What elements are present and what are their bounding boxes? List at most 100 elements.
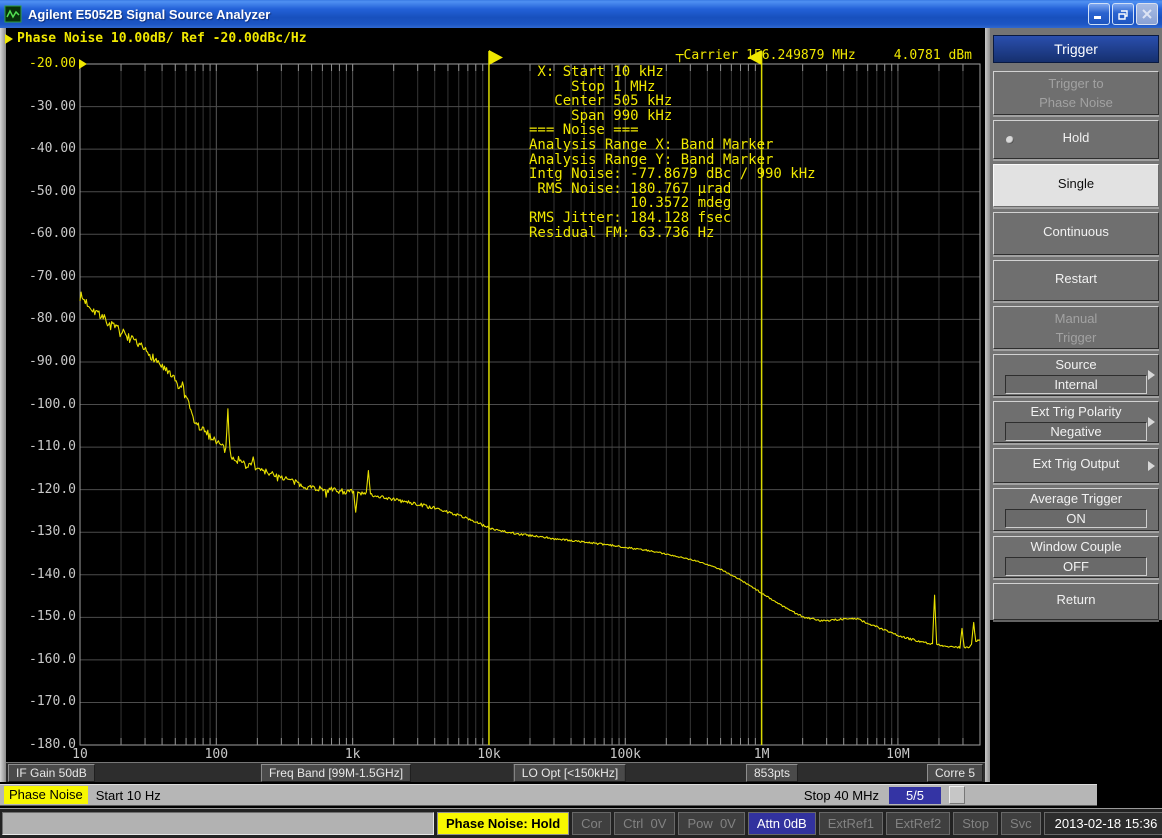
carrier-power: 4.0781 dBm (893, 48, 972, 63)
y-axis-label: -70.00 (29, 268, 76, 284)
menu-button-ext-trig-output[interactable]: Ext Trig Output (993, 448, 1159, 483)
instrument-status-taskbar: Phase Noise: Hold Cor Ctrl 0V Pow 0V Attn 0d… (0, 808, 1162, 838)
y-axis-label: -50.00 (29, 183, 76, 199)
menu-button-ext-trig-polarity[interactable]: Ext Trig Polarity Negative (993, 401, 1159, 443)
menu-button-label: Trigger (1055, 330, 1097, 345)
window-title: Agilent E5052B Signal Source Analyzer (28, 6, 271, 22)
menu-button-value: OFF (1005, 557, 1147, 576)
analysis-info: X: Start 10 kHz Stop 1 MHz Center 505 kH… (529, 64, 816, 241)
y-axis-label: -160.0 (29, 651, 76, 667)
menu-button-label: Restart (1055, 271, 1097, 286)
taskbar-segment-extref2[interactable]: ExtRef2 (885, 812, 951, 835)
menu-button-source[interactable]: Source Internal (993, 354, 1159, 396)
taskbar-segment-phase-noise-hold[interactable]: Phase Noise: Hold (437, 812, 570, 835)
menu-button-trigger-to-phase-noise: Trigger to Phase Noise (993, 71, 1159, 115)
menu-button-restart[interactable]: Restart (993, 260, 1159, 301)
menu-button-label: Hold (1062, 130, 1090, 145)
menu-button-hold[interactable]: Hold (993, 120, 1159, 159)
status-stop-frequency: Stop 40 MHz (803, 787, 879, 803)
y-axis-label: -30.00 (29, 98, 76, 114)
page-indicator-button[interactable] (949, 786, 965, 804)
status-bar: Phase Noise Start 10 Hz Stop 40 MHz 5/5 (0, 784, 1097, 806)
carrier-frequency: 156.249879 MHz (746, 48, 856, 63)
menu-title: Trigger (993, 35, 1159, 63)
submenu-arrow-icon (1148, 417, 1155, 427)
menu-button-value: ON (1005, 509, 1147, 528)
title-bar: Agilent E5052B Signal Source Analyzer (0, 0, 1162, 28)
y-axis-label: -80.00 (29, 311, 76, 327)
y-axis-label: -180.0 (29, 737, 76, 752)
y-axis-label: -20.00 (29, 56, 76, 71)
menu-button-label: Return (1056, 592, 1096, 607)
y-axis-label: -40.00 (29, 141, 76, 157)
phase-noise-plot (79, 50, 981, 746)
y-axis-label: -120.0 (29, 481, 76, 497)
status-mode-badge: Phase Noise (4, 786, 88, 804)
menu-button-label: Manual (1054, 311, 1098, 326)
y-axis-label: -140.0 (29, 566, 76, 582)
close-button (1136, 3, 1158, 25)
taskbar-segment-attn-0db[interactable]: Attn 0dB (747, 812, 816, 835)
trace-header: Phase Noise 10.00dB/ Ref -20.00dBc/Hz (17, 31, 307, 46)
softkey-menu: Trigger Trigger to Phase Noise Hold Single C… (990, 28, 1162, 620)
menu-button-single[interactable]: Single (993, 164, 1159, 207)
taskbar-segment-pow-0v[interactable]: Pow 0V (678, 812, 745, 835)
carrier-marker-icon: ┬ (675, 48, 684, 63)
measurement-settings-strip: IF Gain 50dB Freq Band [99M-1.5GHz] LO Opt… (6, 762, 985, 782)
y-axis-label: -130.0 (29, 524, 76, 540)
carrier-readout: ┬Carrier 156.249879 MHz 4.0781 dBm (0, 48, 980, 63)
menu-button-average-trigger[interactable]: Average Trigger ON (993, 488, 1159, 531)
y-axis-label: -100.0 (29, 396, 76, 412)
y-axis-label: -170.0 (29, 694, 76, 710)
menu-button-label: Single (1057, 176, 1095, 191)
carrier-label: Carrier (683, 48, 739, 63)
x-axis-label: 1M (753, 747, 770, 762)
restore-button[interactable] (1112, 3, 1134, 25)
y-axis-label: -110.0 (29, 439, 76, 455)
menu-button-label: Ext Trig Output (1032, 456, 1120, 471)
phase-noise-trace (79, 291, 981, 649)
band-marker-flag-icon[interactable] (488, 50, 503, 65)
submenu-arrow-icon (1148, 370, 1155, 380)
band-marker-flag-icon[interactable] (747, 50, 762, 65)
minimize-button[interactable] (1088, 3, 1110, 25)
menu-button-label: Trigger to (1048, 76, 1104, 91)
menu-button-label: Window Couple (1030, 539, 1122, 554)
x-axis-label: 10 (72, 747, 88, 762)
y-axis-label: -90.00 (29, 353, 76, 369)
taskbar-segment-svc[interactable]: Svc (1000, 812, 1041, 835)
taskbar-segment-extref1[interactable]: ExtRef1 (818, 812, 883, 835)
taskbar-segment-2013-02-18-15-36: 2013-02-18 15:36 (1043, 812, 1162, 835)
tool-strip-item-lo-opt-150khz: LO Opt [<150kHz] (513, 764, 627, 782)
window-left-border (0, 28, 6, 782)
status-start-frequency: Start 10 Hz (95, 787, 161, 803)
x-axis-label: 100k (609, 747, 641, 762)
menu-button-label: Source (1055, 357, 1097, 372)
menu-button-value: Negative (1005, 422, 1147, 441)
submenu-arrow-icon (1148, 460, 1155, 471)
page-indicator: 5/5 (889, 786, 941, 804)
menu-button-label: Phase Noise (1039, 95, 1113, 110)
taskbar-message-area (2, 812, 434, 835)
tool-strip-item-if-gain-50db: IF Gain 50dB (8, 764, 95, 782)
tool-strip-item-853pts: 853pts (745, 764, 799, 782)
ref-level-arrow-icon (79, 59, 87, 69)
menu-button-label: Ext Trig Polarity (1030, 404, 1122, 419)
menu-button-continuous[interactable]: Continuous (993, 212, 1159, 255)
x-axis-label: 10k (477, 747, 501, 762)
taskbar-segment-ctrl-0v[interactable]: Ctrl 0V (614, 812, 676, 835)
y-axis-label: -150.0 (29, 609, 76, 625)
menu-button-window-couple[interactable]: Window Couple OFF (993, 536, 1159, 578)
y-axis-label: -60.00 (29, 226, 76, 242)
app-icon (4, 5, 22, 23)
menu-button-return[interactable]: Return (993, 583, 1159, 620)
menu-button-label: Average Trigger (1029, 491, 1123, 506)
tool-strip-item-corre-5: Corre 5 (926, 764, 983, 782)
taskbar-segment-cor[interactable]: Cor (572, 812, 612, 835)
radio-dot-icon (1006, 135, 1014, 144)
menu-button-label: Continuous (1043, 224, 1109, 239)
taskbar-segment-stop[interactable]: Stop (953, 812, 998, 835)
menu-separator (985, 28, 990, 782)
menu-button-value: Internal (1005, 375, 1147, 394)
x-axis-label: 10M (886, 747, 910, 762)
